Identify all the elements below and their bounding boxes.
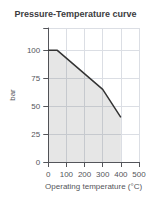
svg-text:Operating temperature (°C): Operating temperature (°C) xyxy=(45,182,142,191)
svg-text:400: 400 xyxy=(114,170,128,179)
svg-text:200: 200 xyxy=(78,170,92,179)
svg-text:0: 0 xyxy=(36,158,41,167)
svg-text:25: 25 xyxy=(31,130,40,139)
svg-text:50: 50 xyxy=(31,102,40,111)
svg-text:75: 75 xyxy=(31,74,40,83)
svg-text:500: 500 xyxy=(132,170,146,179)
svg-text:bar: bar xyxy=(8,89,17,101)
svg-text:100: 100 xyxy=(27,46,41,55)
svg-text:0: 0 xyxy=(46,170,51,179)
svg-text:100: 100 xyxy=(60,170,74,179)
svg-text:Pressure-Temperature curve: Pressure-Temperature curve xyxy=(15,9,137,19)
svg-text:300: 300 xyxy=(96,170,110,179)
